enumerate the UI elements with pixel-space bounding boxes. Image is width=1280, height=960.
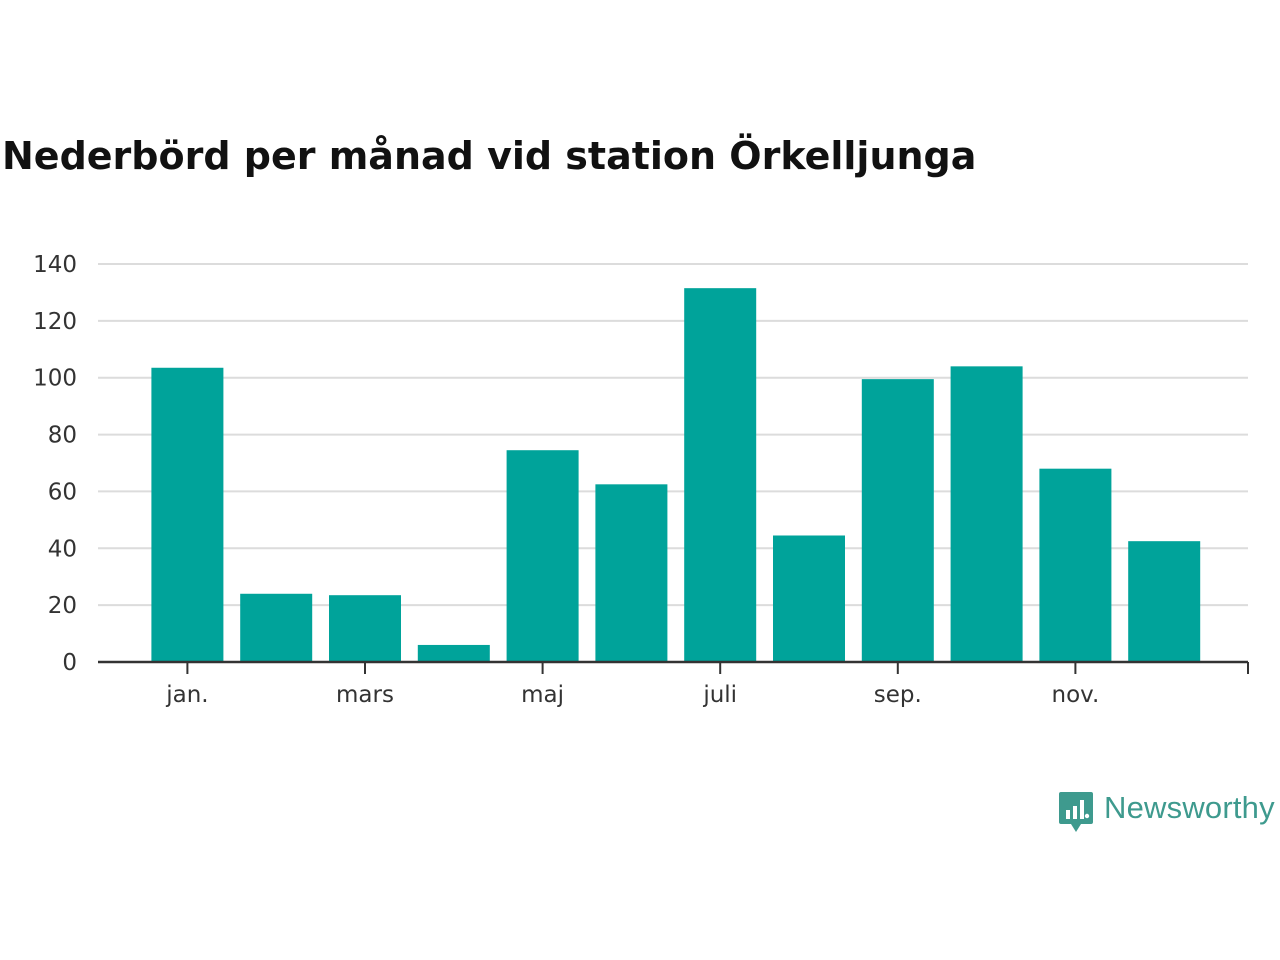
y-tick-label: 80 <box>48 423 77 449</box>
y-tick-label: 120 <box>33 309 77 335</box>
y-tick-label: 140 <box>33 252 77 278</box>
x-tick-label: maj <box>521 682 564 708</box>
y-tick-label: 60 <box>48 479 77 505</box>
bar-aug <box>773 535 845 662</box>
bar-okt <box>950 366 1023 662</box>
bar-mars <box>329 595 401 662</box>
y-tick-label: 40 <box>48 536 77 562</box>
bar-juli <box>684 288 757 662</box>
bar-maj <box>506 450 579 662</box>
brand-name: Newsworthy <box>1104 790 1275 825</box>
y-axis-ticks: 0 20 40 60 80 100 120 140 <box>33 252 77 676</box>
x-tick-label: nov. <box>1052 682 1100 708</box>
bar-nov <box>1039 468 1112 662</box>
y-tick-label: 20 <box>48 593 77 619</box>
bar-feb <box>240 593 313 662</box>
x-tick-label: mars <box>336 682 394 708</box>
bar-jan <box>151 367 224 662</box>
x-axis-ticks: jan. mars maj juli sep. nov. <box>165 682 1099 708</box>
y-tick-label: 0 <box>62 650 77 676</box>
bars <box>151 288 1201 662</box>
chart-speech-bubble-icon <box>1059 792 1093 832</box>
x-tick-label: juli <box>702 682 737 708</box>
bar-apr <box>417 644 490 662</box>
bar-juni <box>595 484 668 662</box>
x-tick-label: sep. <box>874 682 922 708</box>
x-tick-label: jan. <box>165 682 208 708</box>
y-tick-label: 100 <box>33 366 77 392</box>
newsworthy-brand: Newsworthy <box>1058 790 1275 834</box>
bar-sep <box>861 379 934 662</box>
bar-dec <box>1128 541 1201 662</box>
x-axis <box>98 660 1249 674</box>
chart-title: Nederbörd per månad vid station Örkellju… <box>2 134 977 178</box>
